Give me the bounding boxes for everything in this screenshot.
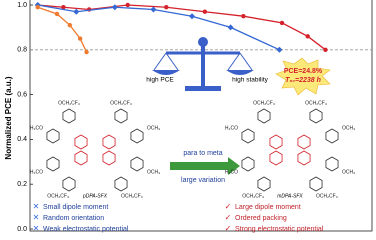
ring — [74, 150, 88, 166]
badge-t80: T₈₀=2238 h — [285, 77, 321, 84]
balance-left-label: high PCE — [146, 77, 174, 84]
left-list-item: Weak electrostatic potential — [43, 226, 129, 233]
marker — [323, 47, 328, 52]
substituent: OCH₂CF₃ — [121, 193, 143, 199]
ring — [309, 108, 323, 124]
marker — [111, 4, 118, 11]
marker — [150, 6, 157, 13]
substituent: OCH₃ — [147, 169, 160, 175]
left-list-item: Small dipole moment — [43, 204, 108, 211]
left-list-item: Random orientation — [43, 215, 104, 222]
balance-icon — [152, 37, 254, 91]
marker — [35, 5, 40, 10]
right-list-item: Large dipole moment — [235, 204, 301, 211]
substituent: OCH₂CF₃ — [305, 100, 327, 106]
substituent: OCH₃ — [342, 169, 355, 175]
ring — [309, 176, 323, 192]
substituent: OCH₃ — [342, 125, 355, 131]
substituent: OCH₂CF₃ — [58, 100, 80, 106]
cross-icon: ✕ — [33, 202, 40, 211]
ring — [74, 134, 88, 150]
left-molecule-name: pDPA-SFX — [82, 193, 108, 199]
marker — [84, 49, 89, 55]
ring — [325, 128, 339, 144]
check-icon: ✓ — [225, 224, 232, 233]
marker — [279, 20, 285, 26]
marker — [73, 8, 80, 15]
ring — [114, 108, 128, 124]
substituent: H₃CO — [225, 169, 238, 175]
marker — [54, 11, 60, 17]
transform-arrow — [170, 157, 240, 175]
marker — [305, 34, 310, 39]
ring — [62, 108, 76, 124]
right-list-item: Ordered packing — [235, 215, 287, 222]
substituent: OCH₂CF₃ — [253, 100, 275, 106]
ring — [269, 150, 283, 166]
badge-pce: PCE=24.8% — [284, 68, 323, 75]
ring — [46, 128, 60, 144]
ring — [46, 156, 60, 172]
y-tick-label: 0.4 — [17, 136, 27, 143]
ring — [241, 156, 255, 172]
right-molecule-name: mDPA-SFX — [277, 193, 303, 199]
series-line — [37, 4, 326, 51]
ring — [130, 128, 144, 144]
substituent: OCH₂CF₃ — [110, 100, 132, 106]
ring — [257, 108, 271, 124]
ring — [130, 156, 144, 172]
substituent: H₃CO — [225, 125, 238, 131]
ring — [325, 156, 339, 172]
y-tick-label: 1.0 — [17, 2, 27, 9]
balance-right-label: high stability — [232, 77, 269, 84]
ring — [269, 134, 283, 150]
substituent: OCH₂CF₃ — [47, 193, 69, 199]
marker — [67, 22, 73, 28]
y-tick-label: 0.2 — [17, 181, 27, 188]
substituent: H₃CO — [30, 169, 43, 175]
marker — [125, 2, 130, 8]
right-list-item: Strong electrostatic potential — [235, 226, 324, 233]
cross-icon: ✕ — [33, 213, 40, 222]
arrow-top-label: para to meta — [183, 150, 222, 157]
check-icon: ✓ — [225, 213, 232, 222]
arrow-bottom-label: large variation — [181, 177, 225, 184]
marker — [276, 46, 283, 53]
y-tick-label: 0.0 — [17, 226, 27, 233]
plot: 0.0 0.2 0.4 0.6 0.8 1.0 — [17, 0, 373, 233]
y-tick-label: 0.8 — [17, 47, 27, 54]
marker — [61, 5, 66, 10]
marker — [227, 24, 234, 31]
substituent: H₃CO — [30, 125, 43, 131]
ring — [62, 176, 76, 192]
series-line — [37, 6, 88, 53]
marker — [241, 14, 246, 19]
y-tick-label: 0.6 — [17, 91, 27, 98]
marker — [77, 36, 83, 41]
ring — [241, 128, 255, 144]
ring — [297, 134, 311, 150]
check-icon: ✓ — [225, 202, 232, 211]
ring — [102, 134, 116, 150]
marker — [189, 13, 195, 20]
plot-frame — [29, 0, 373, 232]
substituent: OCH₂CF₃ — [316, 193, 338, 199]
marker — [164, 5, 169, 10]
cross-icon: ✕ — [33, 224, 40, 233]
ring — [257, 176, 271, 192]
ring — [114, 176, 128, 192]
ring — [102, 150, 116, 166]
y-axis-label: Normalized PCE (a.u.) — [4, 76, 13, 159]
substituent: OCH₃ — [147, 125, 160, 131]
marker — [202, 9, 208, 14]
ring — [297, 150, 311, 166]
substituent: OCH₂CF₃ — [242, 193, 264, 199]
badge — [275, 57, 331, 96]
